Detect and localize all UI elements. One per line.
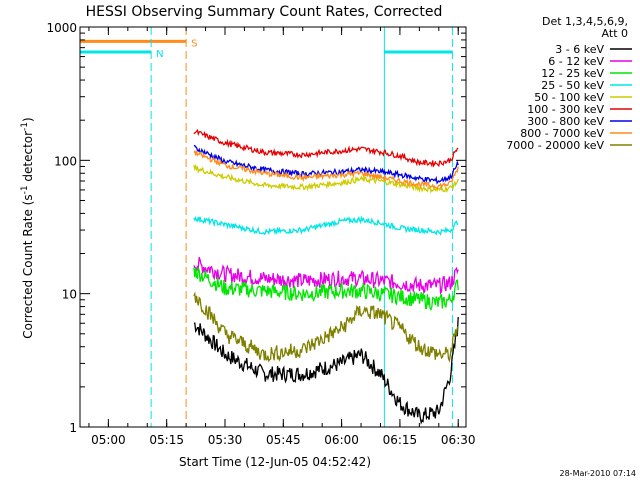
series-line bbox=[193, 291, 459, 363]
series-line bbox=[193, 257, 459, 296]
x-tick-label: 06:30 bbox=[441, 433, 476, 447]
y-tick-label: 1 bbox=[69, 421, 77, 435]
series-line bbox=[193, 316, 459, 425]
x-axis-label: Start Time (12-Jun-05 04:52:42) bbox=[179, 455, 371, 469]
legend-header-line: Det 1,3,4,5,6,9, bbox=[542, 15, 628, 28]
x-tick-label: 06:00 bbox=[324, 433, 359, 447]
legend-label: 3 - 6 keV bbox=[555, 43, 604, 56]
x-tick-label: 05:45 bbox=[266, 433, 301, 447]
y-label-part: detector bbox=[21, 131, 35, 186]
data-series bbox=[193, 128, 459, 425]
legend-label: 6 - 12 keV bbox=[548, 55, 604, 68]
y-label-sup: -1 bbox=[20, 185, 30, 194]
chart-title: HESSI Observing Summary Count Rates, Cor… bbox=[86, 4, 443, 20]
vertical-markers bbox=[150, 27, 453, 427]
x-tick-label: 06:15 bbox=[383, 433, 418, 447]
y-axis-ticks: 1 10 100 1000 bbox=[46, 21, 466, 435]
flag-label: N bbox=[156, 49, 163, 60]
flag-label: S bbox=[191, 38, 197, 49]
x-tick-label: 05:15 bbox=[149, 433, 184, 447]
render-timestamp: 28-Mar-2010 07:14 bbox=[560, 469, 637, 478]
x-axis-ticks: 05:00 05:15 05:30 05:45 06:00 06:15 06:30 bbox=[88, 27, 476, 447]
y-tick-label: 1000 bbox=[46, 21, 77, 35]
series-line bbox=[193, 144, 459, 185]
flag-bars: NS bbox=[80, 38, 453, 60]
legend-label: 100 - 300 keV bbox=[527, 103, 604, 116]
legend-label: 25 - 50 keV bbox=[541, 79, 604, 92]
series-line bbox=[193, 149, 459, 191]
legend-label: 800 - 7000 keV bbox=[520, 127, 604, 140]
legend-header-line: Att 0 bbox=[602, 27, 628, 40]
series-line bbox=[193, 128, 459, 168]
x-tick-label: 05:00 bbox=[91, 433, 126, 447]
legend-label: 50 - 100 keV bbox=[534, 91, 604, 104]
y-label-part: ) bbox=[21, 117, 35, 122]
y-tick-label: 10 bbox=[62, 288, 77, 302]
x-tick-label: 05:30 bbox=[208, 433, 243, 447]
legend-label: 12 - 25 keV bbox=[541, 67, 604, 80]
legend-label: 7000 - 20000 keV bbox=[506, 139, 604, 152]
y-label-sup: -1 bbox=[20, 122, 30, 131]
y-label-part: Corrected Count Rate (s bbox=[21, 194, 35, 338]
legend-label: 300 - 800 keV bbox=[527, 115, 604, 128]
series-line bbox=[193, 215, 459, 236]
plot-frame bbox=[79, 26, 467, 428]
series-line bbox=[193, 267, 459, 312]
y-axis-label: Corrected Count Rate (s-1 detector-1) bbox=[20, 117, 35, 338]
y-tick-label: 100 bbox=[54, 154, 77, 168]
